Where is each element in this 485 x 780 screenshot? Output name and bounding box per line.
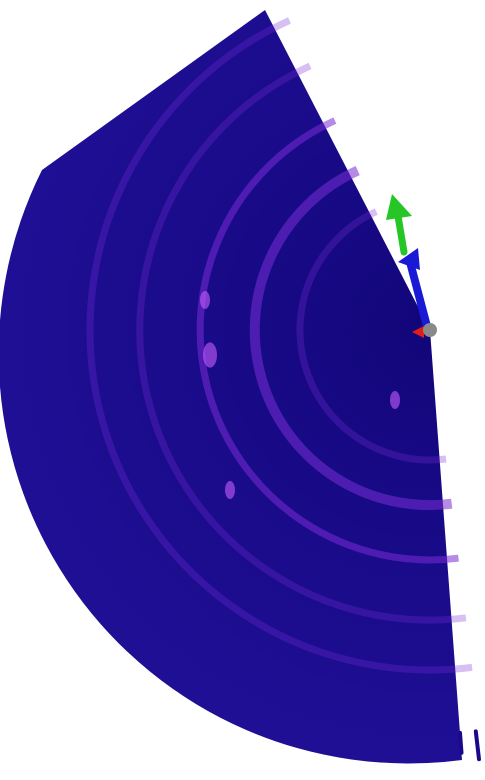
- fan-echo-arcs: [86, 17, 473, 674]
- z-axis-shaft[interactable]: [406, 258, 432, 334]
- fan-edge-bars: [458, 729, 481, 762]
- origin-sphere-icon[interactable]: [423, 323, 437, 337]
- y-axis-arrowhead-icon[interactable]: [386, 194, 412, 220]
- fan-echo-arc: [136, 62, 467, 624]
- fan-edge-bar: [473, 729, 481, 762]
- fan-hotspot: [203, 342, 217, 368]
- fan-hotspot: [225, 481, 235, 499]
- fan-hotspot: [200, 291, 210, 309]
- axes-gizmo[interactable]: [386, 194, 437, 338]
- fan-hotspots: [200, 291, 400, 499]
- fan-echo-arc: [86, 17, 473, 674]
- fan-echo-arc: [296, 208, 447, 464]
- scan-fan-sector: [0, 10, 481, 764]
- fan-body: [0, 10, 462, 764]
- fan-echo-arc: [196, 117, 459, 564]
- fan-echo-arc: [249, 166, 453, 511]
- y-axis-shaft[interactable]: [394, 212, 408, 256]
- fan-edge-bar: [458, 730, 464, 755]
- x-axis-arrowhead-icon[interactable]: [412, 326, 424, 338]
- z-axis-arrowhead-icon[interactable]: [398, 248, 420, 270]
- fan-hotspot: [390, 391, 400, 409]
